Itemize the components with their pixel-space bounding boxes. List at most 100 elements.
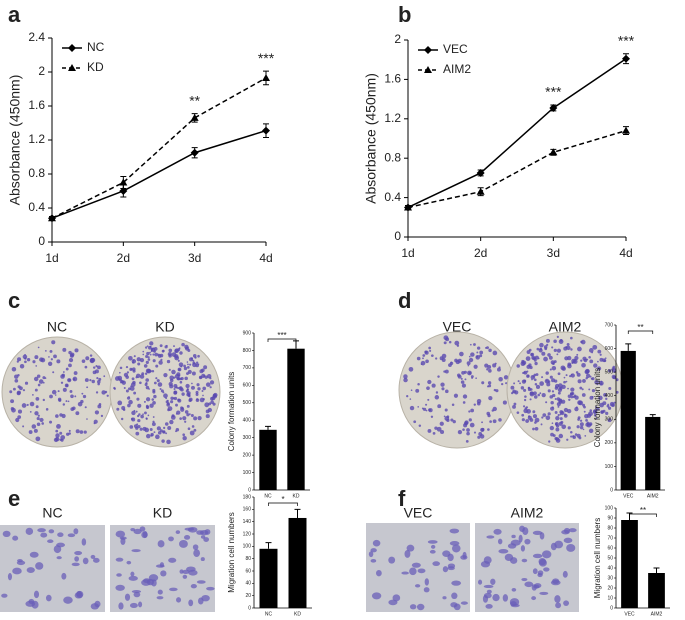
colony [68, 358, 74, 363]
cell [115, 530, 126, 538]
colony [190, 357, 194, 360]
colony [556, 397, 561, 401]
colony [181, 392, 185, 396]
cell [447, 553, 454, 562]
cell [199, 529, 209, 536]
colony [17, 409, 23, 414]
colony [430, 354, 434, 358]
y-tick-label: 900 [243, 330, 252, 336]
colony [135, 376, 138, 379]
colony [547, 353, 551, 357]
colony [459, 351, 464, 357]
cell [160, 570, 167, 577]
colony [136, 397, 140, 401]
colony [196, 383, 200, 387]
colony [55, 414, 59, 418]
cell [388, 599, 398, 606]
y-tick-label: 100 [243, 544, 252, 550]
colony [535, 384, 541, 390]
y-tick-label: 700 [605, 322, 614, 328]
colony [9, 390, 13, 394]
colony [556, 348, 562, 353]
colony [445, 389, 449, 394]
cell [388, 556, 396, 564]
colony [542, 413, 547, 417]
colony [36, 416, 40, 421]
colony [56, 424, 61, 429]
colony [444, 416, 450, 421]
colony [544, 378, 550, 384]
colony [425, 409, 428, 412]
colony [467, 370, 472, 376]
colony [579, 425, 584, 430]
colony [492, 419, 497, 424]
cell [63, 596, 73, 604]
significance-bracket [629, 513, 657, 517]
colony [425, 359, 429, 364]
colony [558, 433, 564, 439]
colony [177, 348, 181, 352]
cell [493, 528, 502, 535]
colony [31, 424, 37, 429]
cell [184, 527, 195, 531]
cell [539, 591, 549, 595]
colony [448, 340, 452, 344]
colony [210, 400, 214, 405]
marker [48, 214, 56, 222]
colony [158, 360, 163, 365]
colony [486, 346, 489, 350]
colony [144, 427, 150, 433]
cell [486, 589, 492, 594]
colony [475, 377, 477, 380]
colony [522, 405, 526, 408]
colony [151, 370, 155, 373]
cell [198, 597, 204, 605]
colony [557, 391, 561, 395]
colony [149, 403, 154, 408]
colony [168, 348, 173, 353]
y-axis-label: Migration cell numbers [227, 512, 236, 592]
cell [537, 572, 543, 578]
cell [483, 584, 494, 589]
y-tick-label: 200 [243, 452, 252, 458]
colony [21, 403, 27, 408]
colony [435, 391, 439, 394]
colony [554, 379, 558, 383]
marker [262, 73, 270, 81]
colony [82, 394, 87, 399]
colony [462, 394, 468, 399]
colony [524, 395, 527, 398]
colony [557, 383, 563, 389]
colony [36, 422, 41, 427]
colony [196, 361, 199, 364]
colony [62, 387, 67, 392]
colony [167, 426, 172, 430]
cell [449, 541, 460, 546]
colony [567, 394, 572, 399]
colony [505, 382, 508, 385]
colony [89, 358, 95, 364]
colony [607, 418, 612, 423]
colony [581, 388, 584, 391]
colony [49, 420, 53, 424]
colony [44, 349, 47, 352]
colony [549, 425, 555, 431]
colony [157, 382, 163, 387]
colony [582, 428, 585, 431]
colony [408, 366, 414, 372]
colony [468, 355, 471, 358]
cell [156, 596, 164, 600]
colony [165, 397, 168, 400]
cell [116, 573, 122, 577]
colony [103, 375, 106, 378]
colony [465, 440, 469, 443]
colony [67, 400, 70, 403]
colony [133, 355, 136, 358]
colony [161, 439, 165, 443]
colony [150, 350, 153, 353]
cell [179, 540, 188, 548]
colony [578, 400, 584, 406]
colony [120, 417, 124, 421]
colony [582, 403, 586, 407]
colony [94, 410, 100, 415]
